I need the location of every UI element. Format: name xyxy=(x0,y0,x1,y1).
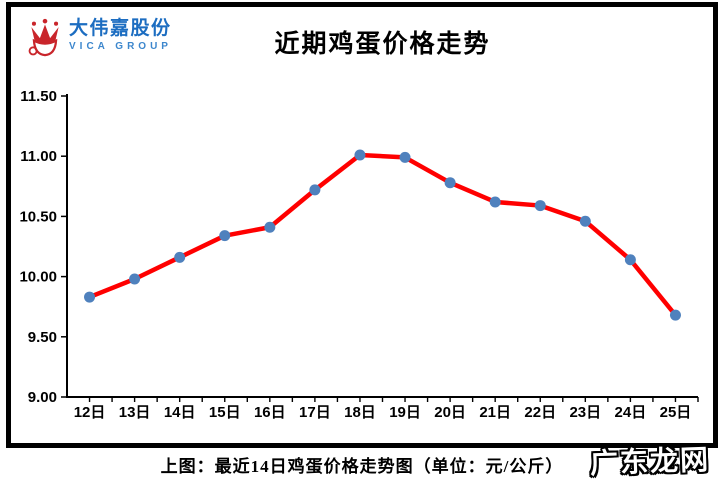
y-axis-label: 11.50 xyxy=(20,88,57,105)
y-axis-label: 9.00 xyxy=(28,389,57,406)
data-point-marker xyxy=(399,151,411,163)
x-axis-label: 16日 xyxy=(254,404,286,421)
data-point-marker xyxy=(309,184,321,196)
data-point-marker xyxy=(129,273,141,285)
data-point-marker xyxy=(174,251,186,263)
x-axis-label: 13日 xyxy=(119,404,151,421)
data-point-marker xyxy=(669,309,681,321)
x-axis-label: 20日 xyxy=(434,404,466,421)
y-axis-label: 9.50 xyxy=(28,329,57,346)
data-point-marker xyxy=(84,291,96,303)
x-axis-label: 12日 xyxy=(74,404,106,421)
x-axis-label: 14日 xyxy=(164,404,196,421)
price-line-series xyxy=(87,152,678,318)
x-axis-label: 22日 xyxy=(524,404,556,421)
x-axis-label: 25日 xyxy=(660,404,692,421)
y-axis-label: 10.50 xyxy=(19,208,57,225)
y-axis-label: 11.00 xyxy=(20,148,57,165)
data-point-marker xyxy=(354,149,366,161)
x-axis-label: 21日 xyxy=(479,404,511,421)
logo-text-block: 大伟嘉股份 VICA GROUP xyxy=(69,18,172,53)
data-point-marker xyxy=(444,177,456,189)
data-point-marker xyxy=(534,200,546,212)
x-axis-label: 24日 xyxy=(615,404,647,421)
price-trend-chart: 9.00 9.50 10.00 10.50 11.00 11.50 12日 13日 14日 15日… xyxy=(19,88,699,421)
company-name: 大伟嘉股份 xyxy=(69,18,172,39)
x-axis-label: 15日 xyxy=(209,404,241,421)
site-watermark: 广东龙网 xyxy=(589,443,711,480)
data-point-marker xyxy=(264,221,276,233)
y-axis-label: 10.00 xyxy=(19,269,57,286)
crown-logo-icon xyxy=(28,18,62,65)
chart-title: 近期鸡蛋价格走势 xyxy=(274,31,491,58)
company-subtitle: VICA GROUP xyxy=(69,41,172,52)
data-point-marker xyxy=(579,215,591,227)
x-axis-label: 17日 xyxy=(299,404,331,421)
data-point-marker xyxy=(219,230,231,242)
company-logo: 大伟嘉股份 VICA GROUP xyxy=(28,18,172,65)
chart-outer-border xyxy=(6,2,718,448)
x-axis-label: 18日 xyxy=(344,404,376,421)
x-axis-label: 23日 xyxy=(569,404,601,421)
data-point-marker xyxy=(489,196,501,208)
chart-caption: 上图：最近14日鸡蛋价格走势图（单位：元/公斤） xyxy=(160,457,564,476)
x-axis-label: 19日 xyxy=(389,404,421,421)
data-point-marker xyxy=(624,254,636,266)
